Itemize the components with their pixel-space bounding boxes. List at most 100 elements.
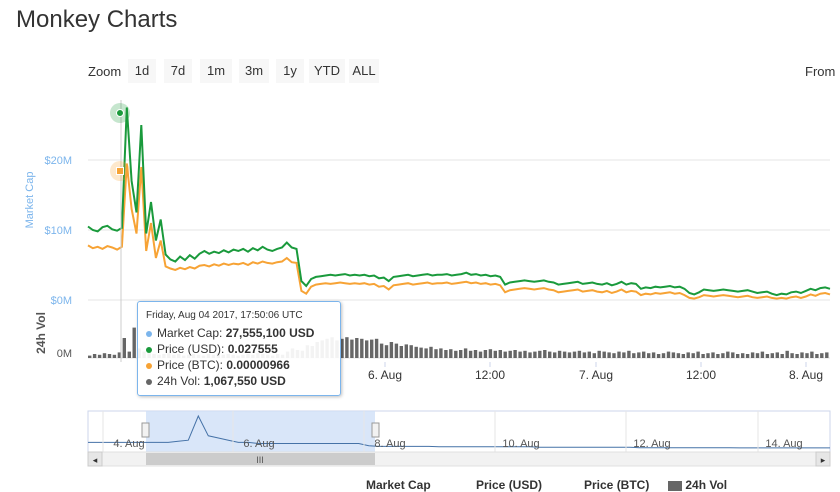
volume-bar — [340, 338, 344, 358]
volume-bar — [384, 345, 389, 358]
volume-bar — [518, 351, 522, 358]
volume-swatch-icon — [668, 480, 682, 491]
volume-bar — [533, 351, 537, 358]
volume-bar — [463, 348, 468, 358]
legend-price-btc[interactable]: Price (BTC) — [584, 478, 650, 492]
legend-price-usd[interactable]: Price (USD) — [476, 478, 543, 492]
zoom-1y-button[interactable]: 1y — [276, 59, 304, 83]
volume-bar — [666, 351, 671, 358]
volume-bar — [404, 344, 408, 358]
volume-bar — [741, 353, 745, 358]
legend-market-cap[interactable]: Market Cap — [366, 478, 431, 492]
zoom-1m-button[interactable]: 1m — [200, 59, 232, 83]
volume-bar — [409, 345, 413, 358]
volume-bar — [473, 350, 478, 358]
tooltip-label: 24h Vol: — [157, 374, 201, 388]
volume-bar — [820, 353, 824, 358]
volume-bar — [642, 351, 646, 358]
zoom-label: Zoom — [88, 64, 122, 79]
volume-bar — [745, 354, 750, 358]
volume-bar — [617, 351, 621, 358]
volume-bar — [478, 351, 483, 358]
scrollbar-thumb[interactable] — [146, 453, 375, 465]
scrollbar-left-button[interactable] — [87, 451, 103, 467]
volume-bar — [365, 340, 369, 358]
volume-bar — [483, 350, 488, 358]
volume-bar — [370, 339, 374, 358]
hover-marker-usd — [116, 109, 124, 117]
navigator-tick-label: 8. Aug — [374, 438, 405, 450]
scroll-right-arrow-icon: ▸ — [821, 456, 826, 466]
tooltip-label: Price (USD): — [157, 342, 225, 356]
volume-bar — [691, 353, 695, 358]
volume-bar — [379, 343, 384, 358]
navigator-handle-right[interactable] — [371, 422, 380, 438]
scrollbar-right-button[interactable] — [815, 451, 831, 467]
from-label: From — [805, 64, 836, 79]
volume-bar — [815, 354, 819, 358]
volume-bar — [775, 352, 779, 358]
volume-bar — [567, 352, 572, 358]
x-tick-label: 8. Aug — [789, 368, 823, 382]
volume-bar — [419, 347, 423, 358]
volume-bar — [637, 352, 641, 358]
navigator-tick-label: 14. Aug — [765, 438, 802, 450]
tooltip-value: 27,555,100 USD — [225, 326, 315, 340]
x-tick-label: 6. Aug — [368, 368, 402, 382]
y-tick-label: $20M — [44, 155, 72, 167]
volume-bar — [572, 351, 577, 358]
volume-bar — [780, 354, 784, 358]
scrollbar-grip-icon: III — [256, 455, 264, 465]
volume-bar — [97, 354, 102, 358]
volume-bar — [493, 350, 497, 358]
y-tick-label: $10M — [44, 225, 72, 237]
tooltip-row-volume: 24h Vol: 1,067,550 USD — [146, 374, 286, 388]
volume-bar — [488, 349, 493, 358]
volume-bar — [503, 351, 507, 358]
volume-bar — [647, 353, 651, 358]
volume-bar — [726, 351, 730, 358]
zoom-7d-button[interactable]: 7d — [164, 59, 192, 83]
tooltip-row-market-cap: Market Cap: 27,555,100 USD — [146, 326, 314, 340]
volume-bar — [394, 343, 399, 358]
volume-bar — [696, 351, 700, 358]
zoom-3m-button[interactable]: 3m — [239, 59, 269, 83]
navigator-selection[interactable] — [146, 411, 375, 452]
volume-bar — [701, 354, 705, 358]
volume-bar — [671, 352, 676, 358]
volume-tick-label: 0M — [57, 348, 72, 360]
volume-bar — [523, 350, 527, 358]
tooltip-label: Market Cap: — [157, 326, 223, 340]
x-axis: 6. Aug 12:00 7. Aug 12:00 8. Aug — [368, 362, 823, 382]
volume-bar — [444, 350, 448, 358]
volume-bar — [612, 353, 616, 358]
volume-bar — [656, 354, 661, 358]
navigator-axis: 4. Aug 6. Aug 8. Aug 10. Aug 12. Aug 14. Aug — [102, 411, 803, 452]
volume-bar — [449, 349, 453, 358]
volume-bar — [112, 354, 117, 358]
volume-dot-icon — [146, 378, 152, 385]
volume-bar — [434, 349, 438, 358]
tooltip-row-price-btc: Price (BTC): 0.00000966 — [146, 358, 290, 372]
legend-volume[interactable]: 24h Vol — [668, 478, 727, 492]
volume-bar — [557, 350, 562, 358]
x-tick-label: 12:00 — [686, 368, 716, 382]
volume-bar — [102, 353, 107, 358]
volume-axis-label: 24h Vol — [34, 312, 48, 354]
volume-bar — [760, 351, 765, 358]
volume-bar — [513, 350, 517, 358]
volume-bar — [538, 350, 542, 358]
navigator-handle-left[interactable] — [141, 422, 150, 438]
navigator-series — [88, 414, 830, 449]
zoom-all-button[interactable]: ALL — [349, 59, 379, 83]
zoom-ytd-button[interactable]: YTD — [309, 59, 345, 83]
zoom-1d-button[interactable]: 1d — [128, 59, 156, 83]
volume-bar — [577, 350, 582, 358]
navigator-tick-label: 6. Aug — [243, 438, 274, 450]
volume-bar — [548, 351, 552, 358]
navigator-tick-label: 12. Aug — [633, 438, 670, 450]
volume-bar — [800, 352, 804, 358]
volume-bar — [389, 342, 394, 358]
volume-bar — [795, 354, 799, 358]
volume-bar — [711, 352, 715, 358]
